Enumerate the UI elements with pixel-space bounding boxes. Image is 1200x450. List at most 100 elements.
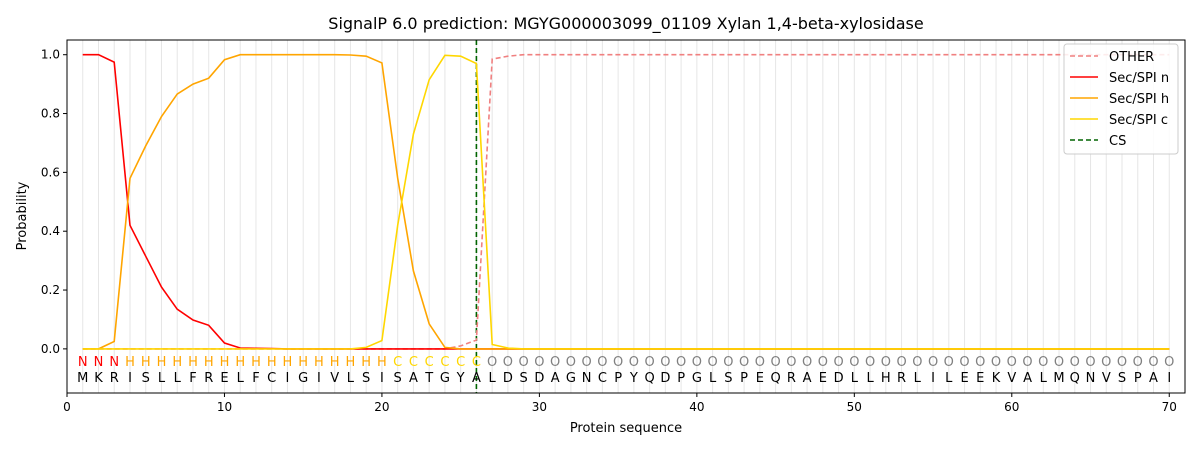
x-tick-label: 0 bbox=[63, 400, 71, 414]
region-label: O bbox=[645, 355, 655, 370]
residue-label: V bbox=[1007, 371, 1016, 386]
legend-box bbox=[1063, 43, 1179, 155]
region-label: H bbox=[141, 355, 151, 370]
region-label: O bbox=[944, 355, 954, 370]
residue-label: L bbox=[237, 371, 245, 386]
residue-label: I bbox=[286, 371, 290, 386]
region-label: O bbox=[519, 355, 529, 370]
residue-label: E bbox=[960, 371, 968, 386]
residue-label: I bbox=[317, 371, 321, 386]
region-label: O bbox=[1022, 355, 1032, 370]
region-label: O bbox=[597, 355, 607, 370]
region-label: H bbox=[298, 355, 308, 370]
residue-label: D bbox=[660, 371, 670, 386]
residue-label: N bbox=[1086, 371, 1096, 386]
residue-label: R bbox=[110, 371, 119, 386]
region-label: O bbox=[1164, 355, 1174, 370]
residue-label: V bbox=[1102, 371, 1111, 386]
region-label: O bbox=[1038, 355, 1048, 370]
residue-label: L bbox=[489, 371, 497, 386]
region-label: O bbox=[1070, 355, 1080, 370]
region-label: O bbox=[676, 355, 686, 370]
region-label: O bbox=[1101, 355, 1111, 370]
x-axis-label: Protein sequence bbox=[570, 421, 682, 436]
legend-label: OTHER bbox=[1109, 50, 1154, 65]
region-label: N bbox=[94, 355, 104, 370]
region-label: O bbox=[566, 355, 576, 370]
residue-label: E bbox=[819, 371, 827, 386]
region-label: O bbox=[613, 355, 623, 370]
residue-label: L bbox=[945, 371, 953, 386]
residue-label: R bbox=[787, 371, 796, 386]
region-label: C bbox=[456, 355, 465, 370]
region-label: O bbox=[912, 355, 922, 370]
legend-label: Sec/SPI c bbox=[1109, 113, 1168, 128]
region-label: O bbox=[534, 355, 544, 370]
residue-label: Q bbox=[770, 371, 780, 386]
y-tick-label: 0.4 bbox=[41, 224, 60, 238]
residue-label: A bbox=[1023, 371, 1032, 386]
region-label: O bbox=[629, 355, 639, 370]
region-label: O bbox=[723, 355, 733, 370]
residue-label: G bbox=[298, 371, 308, 386]
region-label: O bbox=[660, 355, 670, 370]
region-label: O bbox=[818, 355, 828, 370]
residue-label: P bbox=[1134, 371, 1142, 386]
legend-label: Sec/SPI h bbox=[1109, 92, 1169, 107]
residue-label: A bbox=[551, 371, 560, 386]
residue-label: E bbox=[220, 371, 228, 386]
residue-label: K bbox=[94, 371, 103, 386]
region-label: H bbox=[330, 355, 340, 370]
series-lines bbox=[82, 53, 1170, 350]
series-line-sec-spi-h bbox=[82, 53, 1170, 350]
residue-label: I bbox=[128, 371, 132, 386]
residue-label: D bbox=[534, 371, 544, 386]
region-label: O bbox=[833, 355, 843, 370]
region-label: O bbox=[755, 355, 765, 370]
residue-label: E bbox=[756, 371, 764, 386]
region-label: C bbox=[440, 355, 449, 370]
region-label: O bbox=[582, 355, 592, 370]
residue-label: K bbox=[992, 371, 1001, 386]
residue-label: H bbox=[881, 371, 891, 386]
region-label: O bbox=[770, 355, 780, 370]
region-label: O bbox=[1117, 355, 1127, 370]
residue-label: E bbox=[976, 371, 984, 386]
residue-label: T bbox=[424, 371, 433, 386]
x-tick-label: 50 bbox=[847, 400, 862, 414]
region-label: H bbox=[235, 355, 245, 370]
region-label: O bbox=[1007, 355, 1017, 370]
residue-label: F bbox=[252, 371, 259, 386]
residue-label: A bbox=[1149, 371, 1158, 386]
region-label: O bbox=[786, 355, 796, 370]
residue-label: S bbox=[142, 371, 150, 386]
region-label: O bbox=[739, 355, 749, 370]
residue-label: C bbox=[598, 371, 607, 386]
residue-label: M bbox=[77, 371, 88, 386]
residue-label: R bbox=[897, 371, 906, 386]
residue-label: S bbox=[394, 371, 402, 386]
y-tick-label: 0.6 bbox=[41, 165, 60, 179]
residue-label: L bbox=[914, 371, 922, 386]
region-label: O bbox=[1054, 355, 1064, 370]
region-label: O bbox=[991, 355, 1001, 370]
legend: OTHER Sec/SPI n Sec/SPI h Sec/SPI c CS bbox=[1063, 43, 1179, 155]
legend-label: Sec/SPI n bbox=[1109, 71, 1169, 86]
region-label: O bbox=[959, 355, 969, 370]
series-line-sec-spi-n bbox=[82, 53, 1170, 350]
residue-label: C bbox=[267, 371, 276, 386]
region-label: O bbox=[928, 355, 938, 370]
residue-label: Y bbox=[629, 371, 638, 386]
region-label: O bbox=[849, 355, 859, 370]
legend-label: CS bbox=[1109, 134, 1126, 149]
residue-label: L bbox=[158, 371, 166, 386]
region-label: O bbox=[692, 355, 702, 370]
residue-label: I bbox=[931, 371, 935, 386]
y-tick-label: 0.0 bbox=[41, 342, 60, 356]
residue-label: P bbox=[740, 371, 748, 386]
region-label: C bbox=[425, 355, 434, 370]
region-label: O bbox=[1085, 355, 1095, 370]
residue-label: D bbox=[834, 371, 844, 386]
residue-label: A bbox=[409, 371, 418, 386]
